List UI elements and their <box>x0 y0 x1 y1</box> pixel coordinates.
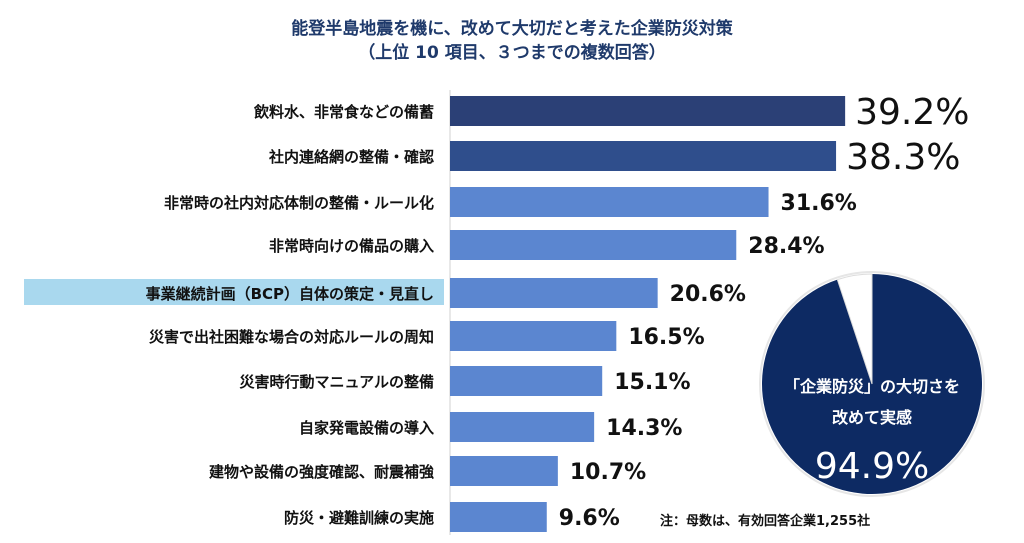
category-label: 社内連絡網の整備・確認 <box>268 148 434 166</box>
bar-3 <box>450 187 769 217</box>
value-label: 38.3% <box>846 137 960 178</box>
bar-1 <box>450 96 846 126</box>
bar-6 <box>450 321 617 351</box>
category-label: 防災・避難訓練の実施 <box>284 509 434 527</box>
bar-9 <box>450 456 558 486</box>
category-label: 飲料水、非常食などの備蓄 <box>253 103 434 121</box>
category-label: 災害で出社困難な場合の対応ルールの周知 <box>149 328 434 346</box>
value-label: 14.3% <box>606 416 682 441</box>
category-label: 非常時の社内対応体制の整備・ルール化 <box>164 194 434 212</box>
value-label: 16.5% <box>628 325 704 350</box>
pie-slice-rest <box>836 273 873 385</box>
category-label: 非常時向けの備品の購入 <box>269 237 434 255</box>
value-label: 20.6% <box>670 282 746 307</box>
bar-8 <box>450 412 595 442</box>
value-label: 9.6% <box>559 506 620 531</box>
pie-label-line2: 改めて実感 <box>832 408 912 427</box>
chart-title: 能登半島地震を機に、改めて大切だと考えた企業防災対策 <box>291 19 733 39</box>
category-label: 自家発電設備の導入 <box>299 419 434 437</box>
value-label: 15.1% <box>614 370 690 395</box>
value-label: 10.7% <box>570 460 646 485</box>
bar-4 <box>450 230 737 260</box>
bar-10 <box>450 502 547 532</box>
chart-subtitle: （上位 10 項目、３つまでの複数回答） <box>358 43 666 63</box>
pie-value-label: 94.9% <box>815 446 929 487</box>
category-label: 事業継続計画（BCP）自体の策定・見直し <box>146 285 434 303</box>
value-label: 28.4% <box>748 234 824 259</box>
category-label: 建物や設備の強度確認、耐震補強 <box>209 463 434 481</box>
pie-label-line1: 「企業防災」の大切さを <box>784 377 960 396</box>
value-label: 39.2% <box>855 92 969 133</box>
category-highlight <box>24 279 444 305</box>
bar-2 <box>450 141 837 171</box>
bar-7 <box>450 366 603 396</box>
bar-5 <box>450 278 658 308</box>
footnote: 注：母数は、有効回答企業1,255社 <box>660 514 871 529</box>
category-label: 災害時行動マニュアルの整備 <box>239 373 434 391</box>
value-label: 31.6% <box>781 191 857 216</box>
